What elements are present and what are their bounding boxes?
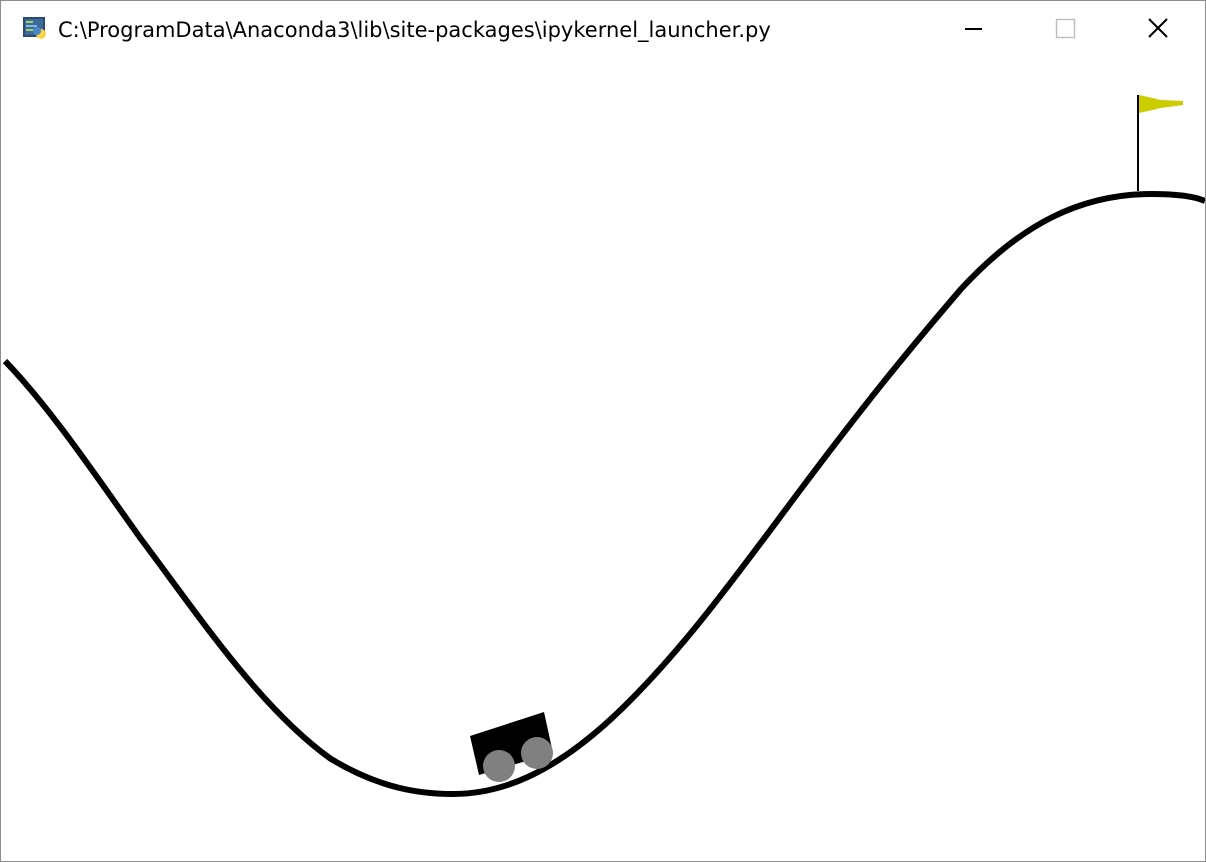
goal-flag	[1137, 95, 1183, 191]
minimize-button[interactable]	[927, 1, 1019, 57]
flag	[1139, 95, 1183, 113]
minimize-icon	[965, 28, 982, 30]
python-app-icon	[22, 16, 50, 42]
close-icon	[1148, 18, 1168, 38]
close-button[interactable]	[1111, 1, 1203, 57]
mountain-track	[2, 190, 1205, 798]
window-title: C:\ProgramData\Anaconda3\lib\site-packag…	[58, 18, 771, 42]
maximize-button[interactable]	[1019, 1, 1111, 57]
car-front-wheel	[521, 737, 553, 769]
title-bar[interactable]: C:\ProgramData\Anaconda3\lib\site-packag…	[1, 1, 1205, 59]
maximize-icon	[1055, 18, 1076, 39]
car	[470, 712, 553, 782]
car-rear-wheel	[483, 750, 515, 782]
game-canvas	[2, 95, 1205, 798]
